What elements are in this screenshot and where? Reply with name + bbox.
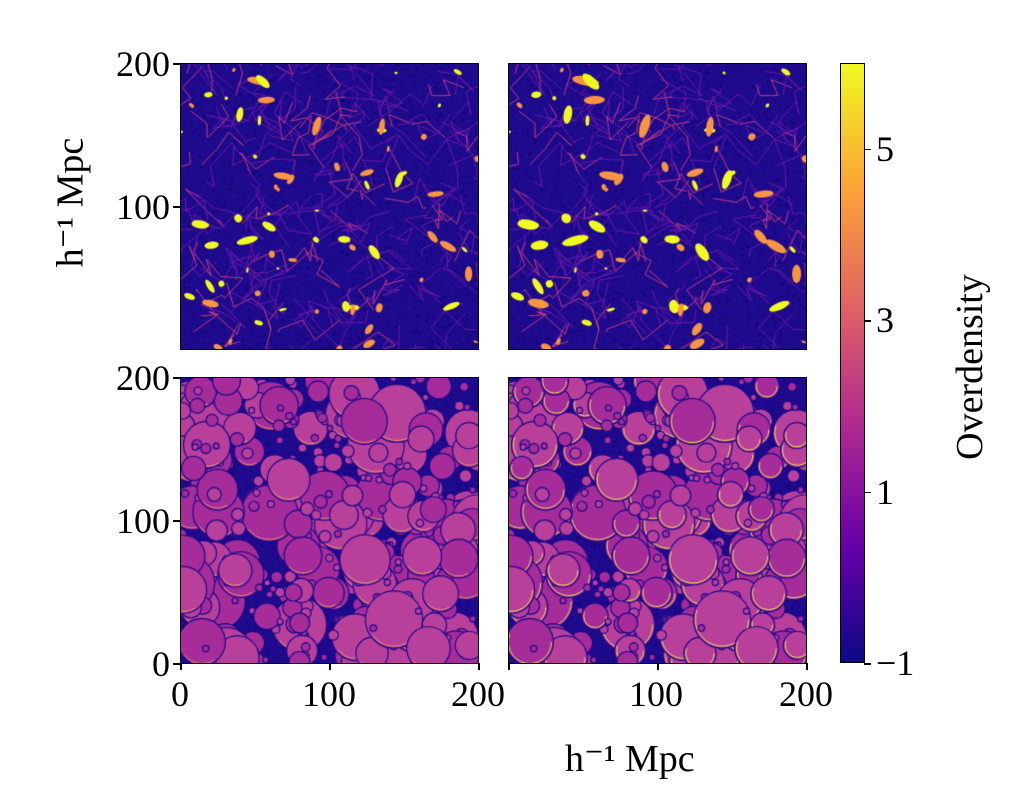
- tick-mark: [173, 663, 180, 665]
- tick-mark: [173, 377, 180, 379]
- colorbar: [840, 63, 865, 663]
- tick-mark: [329, 663, 331, 670]
- tick-mark: [173, 206, 180, 208]
- heatmap-panel-bottom-right: [508, 377, 807, 664]
- colorbar-tick-label: −1: [876, 643, 915, 683]
- y-tick-label: 0: [152, 644, 170, 684]
- tick-mark: [173, 63, 180, 65]
- y-tick-label: 200: [116, 358, 170, 398]
- y-axis-label: h⁻¹ Mpc: [49, 137, 92, 268]
- x-tick-label: 0: [171, 674, 189, 714]
- y-tick-label: 100: [116, 187, 170, 227]
- tick-mark: [173, 520, 180, 522]
- y-tick-label: 100: [116, 501, 170, 541]
- x-tick-label: 200: [779, 674, 833, 714]
- tick-mark: [657, 663, 659, 670]
- tick-mark: [806, 663, 808, 670]
- y-tick-label: 200: [116, 44, 170, 84]
- colorbar-tick-label: 1: [876, 471, 894, 512]
- x-tick-label: 200: [451, 674, 505, 714]
- x-tick-label: 100: [629, 674, 683, 714]
- colorbar-label: Overdensity: [949, 274, 991, 460]
- tick-mark: [478, 663, 480, 670]
- heatmap-panel-bottom-left: [180, 377, 479, 664]
- colorbar-tick-mark: [864, 663, 871, 665]
- heatmap-panel-top-right: [508, 63, 807, 350]
- colorbar-tick-label: 3: [876, 300, 894, 341]
- heatmap-panel-top-left: [180, 63, 479, 350]
- tick-mark: [508, 663, 510, 670]
- x-axis-label: h⁻¹ Mpc: [565, 738, 695, 780]
- colorbar-tick-mark: [864, 491, 871, 494]
- tick-mark: [180, 663, 182, 670]
- colorbar-tick-mark: [864, 148, 871, 151]
- x-tick-label: 100: [302, 674, 356, 714]
- colorbar-tick-mark: [864, 320, 871, 322]
- colorbar-tick-label: 5: [876, 128, 894, 169]
